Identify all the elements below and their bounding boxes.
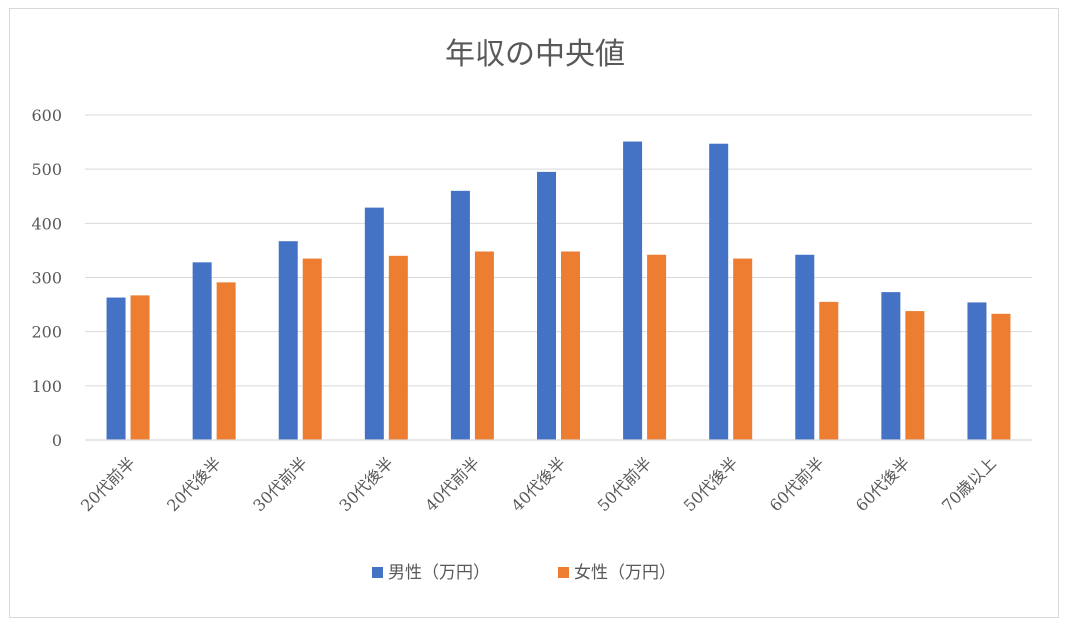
bar-male bbox=[106, 297, 126, 440]
bar-female bbox=[561, 251, 580, 440]
bar-male bbox=[537, 171, 556, 440]
bar-female bbox=[819, 301, 839, 440]
bar-female bbox=[991, 313, 1011, 440]
gridlines bbox=[85, 114, 1032, 387]
x-tick-label: 30代後半 bbox=[335, 453, 397, 515]
bar-female bbox=[130, 295, 150, 440]
x-tick-label: 60代前半 bbox=[766, 453, 828, 515]
bar-male bbox=[623, 141, 643, 440]
x-tick-label: 50代前半 bbox=[594, 453, 656, 515]
x-axis-labels: 20代前半 20代後半 30代前半 30代後半 40代前半 40代後半 50代前半 50代後半… bbox=[77, 453, 1000, 515]
y-tick-label: 500 bbox=[31, 160, 62, 179]
bar-male bbox=[967, 302, 987, 440]
legend-label: 男性（万円） bbox=[388, 563, 490, 583]
legend-swatch bbox=[372, 567, 383, 578]
y-tick-label: 400 bbox=[31, 214, 62, 233]
legend-label: 女性（万円） bbox=[574, 563, 676, 583]
x-tick-label: 60代後半 bbox=[852, 453, 914, 515]
y-tick-label: 200 bbox=[31, 323, 62, 342]
x-tick-label: 20代前半 bbox=[77, 453, 139, 515]
bar-male bbox=[795, 254, 815, 440]
x-tick-label: 50代後半 bbox=[680, 453, 742, 515]
bar-male bbox=[450, 190, 470, 440]
bar-female bbox=[474, 251, 494, 440]
y-tick-label: 600 bbox=[31, 106, 62, 125]
bar-female bbox=[647, 254, 667, 440]
bar-male bbox=[364, 207, 384, 440]
bar-female bbox=[216, 282, 236, 440]
bar-male bbox=[192, 262, 212, 440]
bar-female bbox=[388, 255, 408, 440]
bar-female bbox=[302, 258, 322, 440]
bar-female bbox=[733, 258, 753, 440]
chart-title: 年収の中央値 bbox=[445, 37, 625, 72]
y-axis-ticks: 0 100 200 300 400 500 600 bbox=[31, 106, 62, 450]
bar-male bbox=[278, 241, 298, 440]
bar-female bbox=[905, 311, 925, 440]
x-tick-label: 30代前半 bbox=[249, 453, 311, 515]
y-tick-label: 0 bbox=[52, 431, 62, 450]
x-tick-label: 40代後半 bbox=[508, 453, 570, 515]
legend-swatch bbox=[558, 567, 569, 578]
x-tick-label: 40代前半 bbox=[421, 453, 483, 515]
bar-male bbox=[881, 292, 901, 440]
bar-male bbox=[709, 143, 729, 441]
x-tick-label: 20代後半 bbox=[163, 453, 225, 515]
y-tick-label: 300 bbox=[31, 269, 62, 288]
bars bbox=[106, 141, 1011, 441]
x-tick-label: 70歳以上 bbox=[938, 453, 1000, 515]
legend: 男性（万円） 女性（万円） bbox=[372, 563, 676, 583]
y-tick-label: 100 bbox=[31, 377, 62, 396]
